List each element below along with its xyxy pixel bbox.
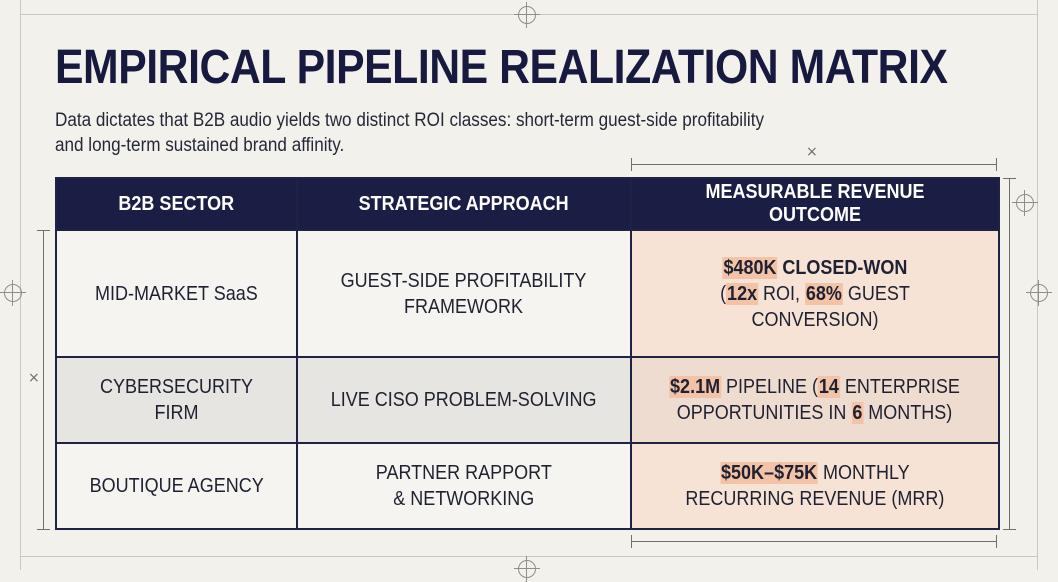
dimension-line-left (43, 230, 44, 530)
page-title: EMPIRICAL PIPELINE REALIZATION MATRIX (55, 41, 948, 94)
table-row: MID-MARKET SaaS GUEST-SIDE PROFITABILITY… (55, 228, 1000, 359)
approach-cell: LIVE CISO PROBLEM-SOLVING (296, 356, 632, 445)
sector-cell: BOUTIQUE AGENCY (55, 442, 298, 530)
table-row: CYBERSECURITY FIRM LIVE CISO PROBLEM-SOL… (55, 356, 1000, 445)
dimension-line-bottom (631, 541, 997, 542)
registration-mark-bottom (514, 556, 540, 582)
registration-mark-top (514, 2, 540, 28)
table-header-row: B2B SECTOR STRATEGIC APPROACH MEASURABLE… (55, 177, 1000, 231)
dimension-tick (1003, 178, 1016, 179)
registration-mark-right (1026, 280, 1052, 306)
table-row: BOUTIQUE AGENCY PARTNER RAPPORT & NETWORK… (55, 442, 1000, 530)
column-header-sector: B2B SECTOR (55, 177, 298, 231)
dimension-tick (37, 230, 50, 231)
approach-cell: GUEST-SIDE PROFITABILITY FRAMEWORK (296, 228, 632, 359)
dimension-tick (37, 529, 50, 530)
guide-line-bottom (20, 556, 1038, 557)
registration-mark-left (0, 280, 26, 306)
dimension-tick (1003, 529, 1016, 530)
guide-line-left (20, 0, 21, 570)
column-header-outcome: MEASURABLE REVENUE OUTCOME (630, 177, 1000, 231)
dimension-tick (996, 535, 997, 548)
outcome-cell: $2.1M PIPELINE (14 ENTERPRISE OPPORTUNITI… (630, 356, 1000, 445)
sector-cell: MID-MARKET SaaS (55, 228, 298, 359)
sector-cell: CYBERSECURITY FIRM (55, 356, 298, 445)
dimension-tick (996, 158, 997, 171)
subtitle-line-1: Data dictates that B2B audio yields two … (55, 110, 765, 131)
pipeline-matrix-table: B2B SECTOR STRATEGIC APPROACH MEASURABLE… (55, 177, 1000, 530)
dimension-tick (631, 535, 632, 548)
outcome-cell: $50K–$75K MONTHLY RECURRING REVENUE (MRR) (630, 442, 1000, 530)
dimension-x-icon: × (28, 370, 40, 386)
column-header-approach: STRATEGIC APPROACH (296, 177, 632, 231)
registration-mark-table-right (1012, 190, 1038, 216)
subtitle-line-2: and long-term sustained brand affinity. (55, 135, 345, 156)
dimension-x-icon: × (806, 144, 818, 160)
dimension-tick (631, 158, 632, 171)
approach-cell: PARTNER RAPPORT & NETWORKING (296, 442, 632, 530)
outcome-cell: $480K CLOSED-WON (12x ROI, 68% GUEST CONV… (630, 228, 1000, 359)
dimension-line-top (631, 164, 997, 165)
dimension-line-right (1009, 178, 1010, 530)
page-subtitle: Data dictates that B2B audio yields two … (55, 108, 829, 158)
